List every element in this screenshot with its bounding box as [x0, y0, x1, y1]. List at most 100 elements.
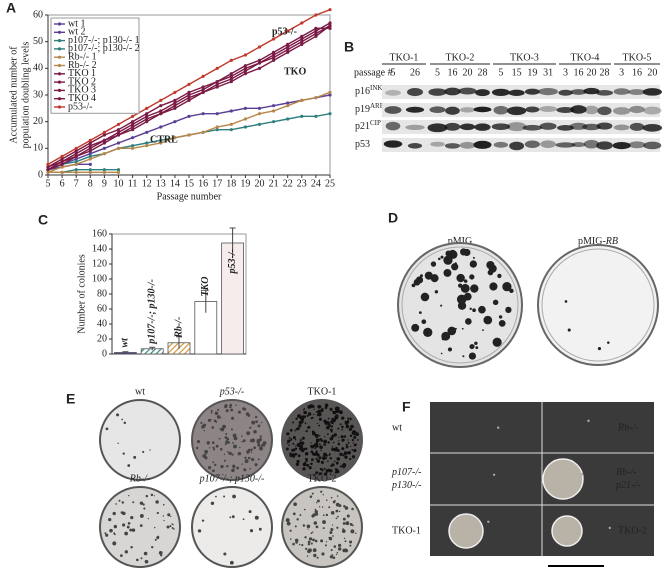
colony	[210, 501, 215, 506]
colony	[434, 290, 439, 294]
colony	[214, 463, 217, 467]
colony	[351, 507, 354, 511]
y-tick-label: 40	[33, 63, 43, 74]
colony	[216, 415, 221, 419]
data-point	[314, 26, 318, 30]
colony	[312, 431, 316, 436]
colony	[411, 323, 420, 332]
data-point	[131, 114, 135, 118]
data-point	[145, 106, 149, 110]
colony	[421, 319, 427, 325]
colony	[117, 442, 119, 445]
row-name: p16	[355, 86, 370, 97]
colony	[322, 514, 325, 517]
colony	[307, 412, 312, 416]
colony-label: TKO-1	[392, 525, 421, 536]
colony	[342, 522, 346, 525]
panel-letter: C	[38, 212, 48, 228]
colony	[248, 510, 252, 514]
colony	[329, 457, 333, 460]
colony	[154, 526, 156, 529]
group-label: TKO-5	[623, 52, 652, 63]
data-point	[159, 112, 163, 116]
blot-band	[643, 141, 662, 150]
data-point	[257, 112, 262, 116]
colony	[324, 456, 327, 460]
blot-band	[612, 107, 631, 115]
colony	[258, 438, 262, 442]
plate-label: TKO-1	[308, 386, 337, 397]
plate	[281, 486, 363, 568]
colony	[231, 515, 235, 519]
colony	[300, 420, 304, 424]
x-tick-label: 16	[198, 178, 208, 189]
blot-band	[458, 87, 477, 95]
legend-marker	[57, 30, 62, 34]
data-point	[173, 136, 177, 140]
data-point	[60, 165, 64, 169]
passage-number: 5	[435, 67, 440, 78]
annotation: p53-/-	[272, 26, 297, 37]
colony	[472, 308, 476, 313]
colony	[343, 537, 346, 540]
colony	[291, 453, 296, 458]
colony	[231, 468, 235, 473]
passage-number: 26	[410, 67, 420, 78]
colony	[346, 514, 350, 518]
x-tick-label: 5	[46, 178, 51, 189]
colony	[335, 509, 339, 513]
colony	[201, 519, 205, 522]
blot-band	[444, 143, 461, 149]
blot-band	[613, 124, 630, 131]
colony	[195, 446, 199, 450]
colony	[289, 538, 292, 540]
colony	[338, 510, 341, 513]
colony	[318, 472, 322, 476]
blot-band	[444, 122, 461, 131]
colony	[306, 555, 309, 557]
data-point	[131, 146, 135, 150]
data-point	[272, 50, 276, 54]
colony	[301, 544, 304, 547]
colony	[173, 528, 175, 530]
colony	[291, 448, 295, 452]
colony	[338, 504, 342, 508]
data-point	[286, 42, 290, 46]
blot-band	[613, 88, 630, 95]
colony	[121, 501, 125, 504]
colony	[207, 418, 211, 422]
colony	[345, 443, 348, 446]
colony	[310, 542, 313, 545]
colony	[287, 439, 291, 443]
debris	[497, 426, 500, 429]
colony	[330, 496, 333, 499]
y-tick-label: 0	[102, 348, 107, 359]
colony	[310, 450, 314, 454]
data-point	[159, 141, 163, 145]
data-point	[88, 157, 92, 161]
colony	[226, 450, 229, 453]
colony	[299, 514, 302, 517]
colony	[153, 495, 155, 497]
data-point	[257, 58, 262, 62]
colony-label: Rb-/-	[617, 422, 639, 433]
colony	[297, 414, 301, 418]
colony	[295, 541, 298, 544]
data-point	[173, 120, 177, 124]
colony	[295, 428, 298, 430]
colony	[347, 441, 350, 444]
data-point	[201, 85, 205, 89]
legend-box	[50, 17, 140, 114]
blot-band	[540, 140, 556, 148]
colony	[339, 465, 343, 468]
data-point	[173, 104, 177, 108]
colony	[155, 500, 159, 504]
data-point	[88, 144, 92, 148]
data-point	[257, 66, 262, 70]
colony	[349, 445, 352, 447]
colony	[315, 411, 318, 414]
plate-rim	[541, 248, 655, 362]
data-point	[131, 136, 135, 140]
row-name: p19	[355, 104, 370, 115]
plate-rim	[401, 246, 519, 364]
